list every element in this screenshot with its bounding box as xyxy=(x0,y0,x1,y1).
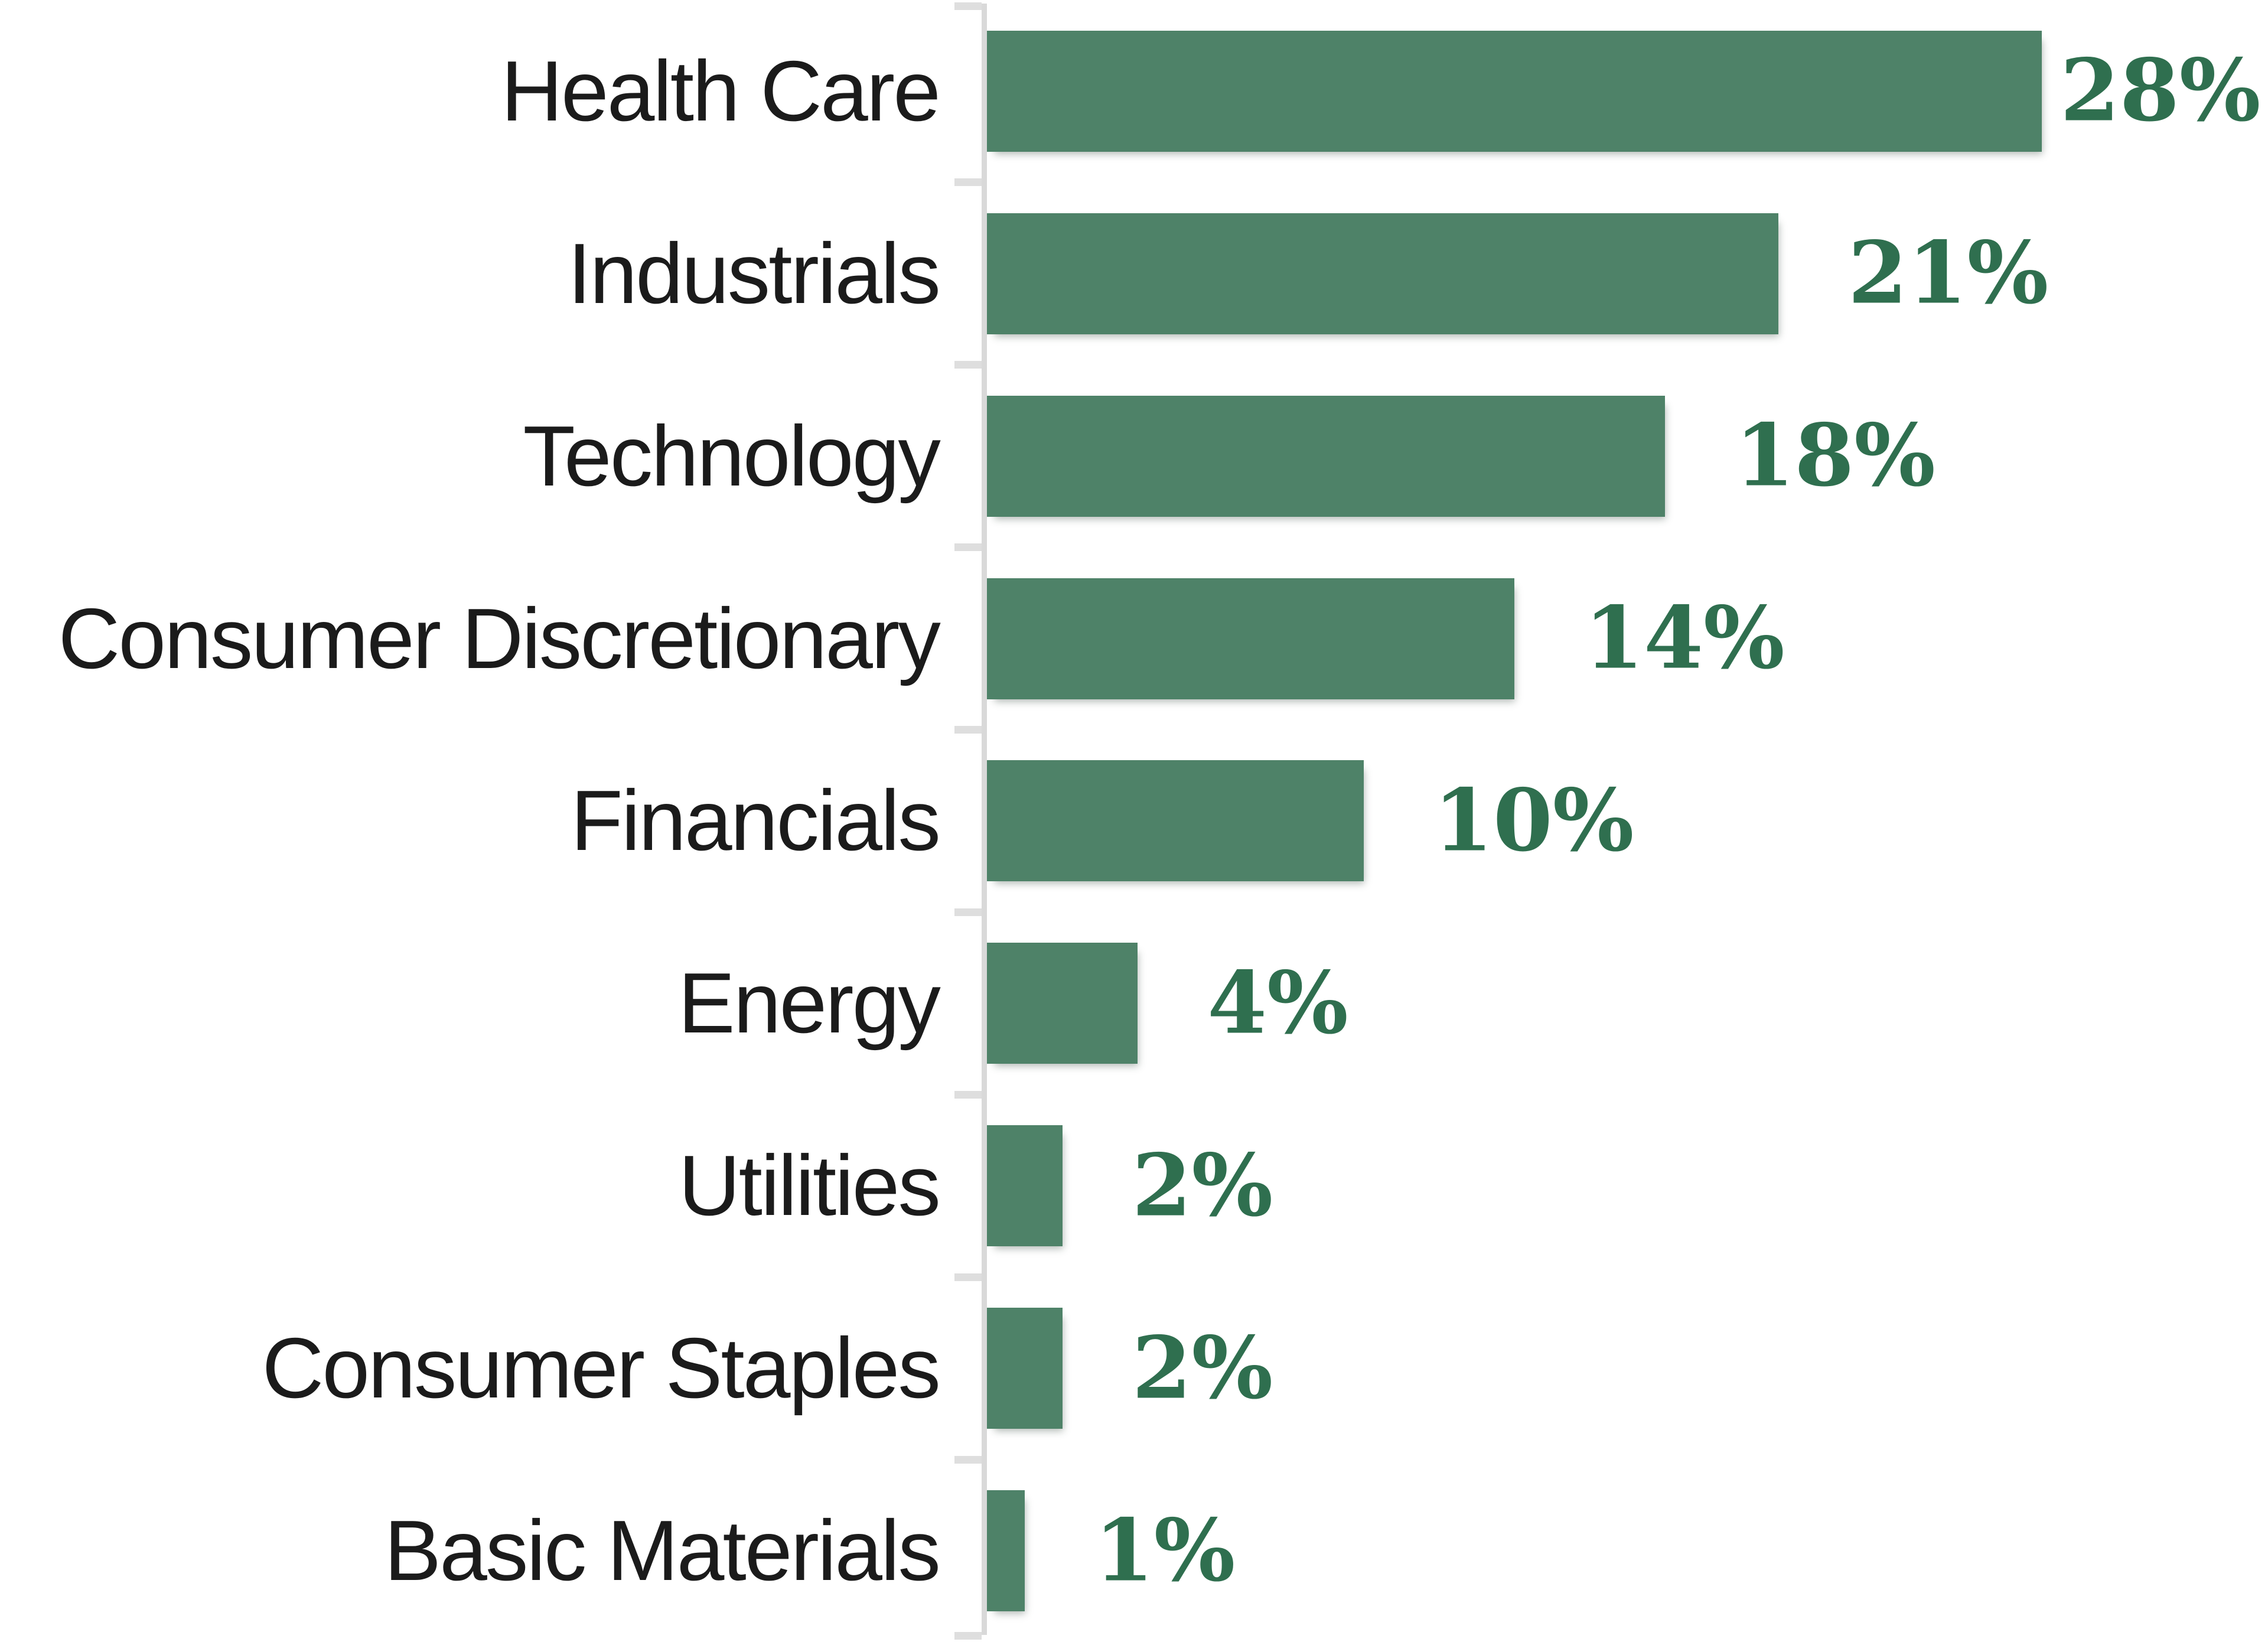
bar xyxy=(987,1490,1025,1612)
bar xyxy=(987,395,1666,517)
chart-row: Health Care 28% xyxy=(0,0,2268,183)
bar xyxy=(987,943,1138,1064)
chart-row: Basic Materials 1% xyxy=(0,1459,2268,1642)
value-label: 21% xyxy=(1847,223,2049,324)
value-label: 14% xyxy=(1584,588,1785,689)
category-label: Industrials xyxy=(568,225,941,321)
bar-track: 14% xyxy=(987,578,2268,699)
category-label: Utilities xyxy=(678,1138,941,1234)
chart-row: Consumer Staples 2% xyxy=(0,1277,2268,1459)
value-label: 1% xyxy=(1094,1500,1236,1601)
value-label: 2% xyxy=(1132,1135,1273,1236)
axis-tick xyxy=(954,2,982,10)
value-label: 18% xyxy=(1735,405,1935,506)
chart-row: Financials 10% xyxy=(0,730,2268,913)
category-label: Health Care xyxy=(501,43,941,139)
axis-tick xyxy=(954,543,982,552)
bar xyxy=(987,213,1778,334)
bar-track: 10% xyxy=(987,760,2268,882)
chart-row: Industrials 21% xyxy=(0,183,2268,365)
value-label: 4% xyxy=(1207,953,1348,1054)
category-label: Consumer Staples xyxy=(262,1320,941,1416)
axis-tick xyxy=(954,178,982,187)
bar xyxy=(987,760,1364,882)
bar xyxy=(987,1308,1063,1429)
value-label: 28% xyxy=(2060,40,2261,141)
axis-tick xyxy=(954,1632,982,1640)
value-label: 10% xyxy=(1433,770,1634,871)
chart-row: Consumer Discretionary 14% xyxy=(0,548,2268,730)
bar-track: 18% xyxy=(987,395,2268,517)
chart-row: Energy 4% xyxy=(0,912,2268,1094)
axis-tick xyxy=(954,1273,982,1281)
category-label: Technology xyxy=(523,408,940,504)
axis-tick xyxy=(954,1455,982,1464)
bar xyxy=(987,1125,1063,1247)
axis-tick xyxy=(954,908,982,916)
chart-row: Utilities 2% xyxy=(0,1094,2268,1277)
value-label: 2% xyxy=(1132,1318,1273,1419)
bar-track: 1% xyxy=(987,1490,2268,1612)
category-label: Consumer Discretionary xyxy=(58,590,941,686)
bar-track: 21% xyxy=(987,213,2268,334)
chart-row: Technology 18% xyxy=(0,365,2268,548)
axis-tick xyxy=(954,726,982,734)
axis-tick xyxy=(954,361,982,369)
category-label: Basic Materials xyxy=(384,1503,940,1599)
y-axis-line xyxy=(982,4,987,1635)
bar xyxy=(987,30,2042,152)
bar-track: 2% xyxy=(987,1125,2268,1247)
axis-tick xyxy=(954,1090,982,1099)
category-label: Energy xyxy=(677,955,941,1051)
category-label: Financials xyxy=(571,773,941,869)
bar-track: 28% xyxy=(987,30,2268,152)
bar-track: 4% xyxy=(987,943,2268,1064)
bar xyxy=(987,578,1515,699)
bar-track: 2% xyxy=(987,1308,2268,1429)
